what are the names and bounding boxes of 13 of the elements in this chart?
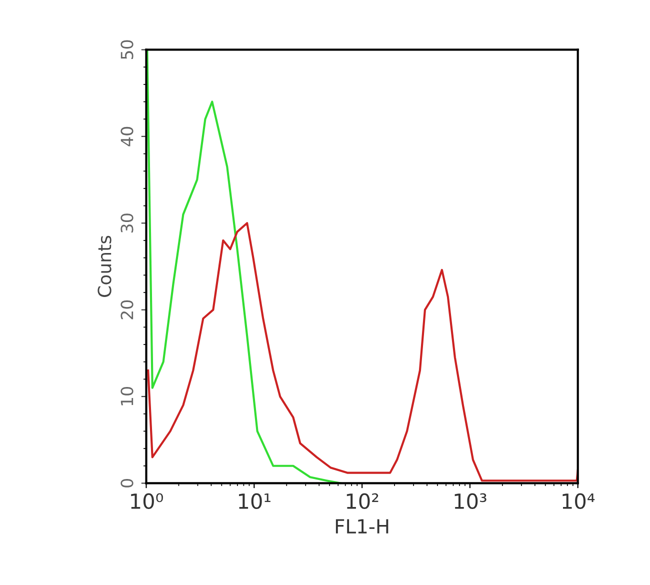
y-tick-label: 0 xyxy=(120,479,134,488)
x-tick-label: 10³ xyxy=(454,493,486,510)
y-axis-title: Counts xyxy=(98,236,112,297)
y-tick-label: 20 xyxy=(120,300,134,320)
y-tick-label: 40 xyxy=(120,126,134,146)
x-tick-label: 10¹ xyxy=(239,493,270,510)
x-tick-label: 10² xyxy=(346,493,378,510)
y-tick-label: 50 xyxy=(120,40,134,60)
y-tick-label: 30 xyxy=(120,214,134,232)
y-tick-label: 10 xyxy=(120,387,134,406)
x-tick-label: 10⁰ xyxy=(131,493,163,510)
x-axis-title: FL1-H xyxy=(336,519,388,534)
x-tick-label: 10⁴ xyxy=(562,493,595,510)
